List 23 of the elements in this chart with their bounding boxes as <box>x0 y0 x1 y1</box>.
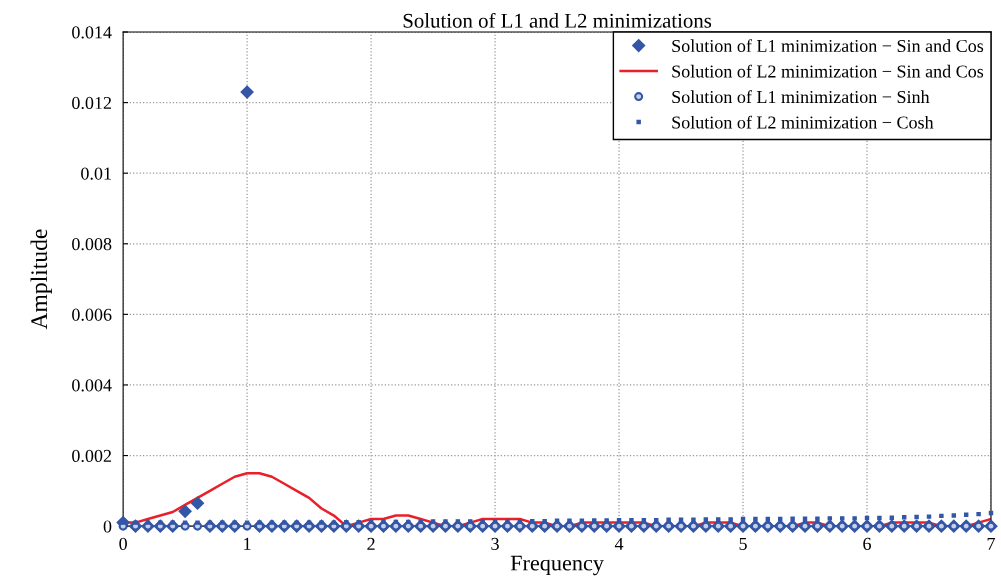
x-tick-label: 2 <box>367 537 375 550</box>
x-tick-label: 5 <box>739 537 747 550</box>
y-tick-label: 0.006 <box>72 308 112 321</box>
y-tick-label: 0.014 <box>72 26 112 39</box>
x-axis-title: Frequency <box>510 555 604 576</box>
y-tick-label: 0 <box>103 520 112 533</box>
x-tick-label: 7 <box>987 537 995 550</box>
legend-label: Solution of L1 minimization − Sin and Cos <box>672 39 984 53</box>
x-tick-label: 1 <box>244 537 251 550</box>
y-tick-label: 0.008 <box>72 238 112 251</box>
chart-title: Solution of L1 and L2 minimizations <box>403 12 712 28</box>
legend-label: Solution of L1 minimization − Sinh <box>672 90 930 104</box>
y-tick-label: 0.01 <box>81 167 111 180</box>
x-tick-label: 6 <box>863 537 871 550</box>
legend-label: Solution of L2 minimization − Cosh <box>672 115 934 129</box>
y-axis-title: Amplitude <box>30 229 52 330</box>
x-tick-label: 4 <box>614 537 624 550</box>
y-tick-label: 0.002 <box>72 449 112 463</box>
x-tick-label: 3 <box>491 537 499 550</box>
legend-label: Solution of L2 minimization − Sin and Cos <box>672 64 984 78</box>
y-tick-label: 0.004 <box>72 379 112 392</box>
x-tick-label: 0 <box>119 537 127 550</box>
y-tick-label: 0.012 <box>72 96 112 110</box>
